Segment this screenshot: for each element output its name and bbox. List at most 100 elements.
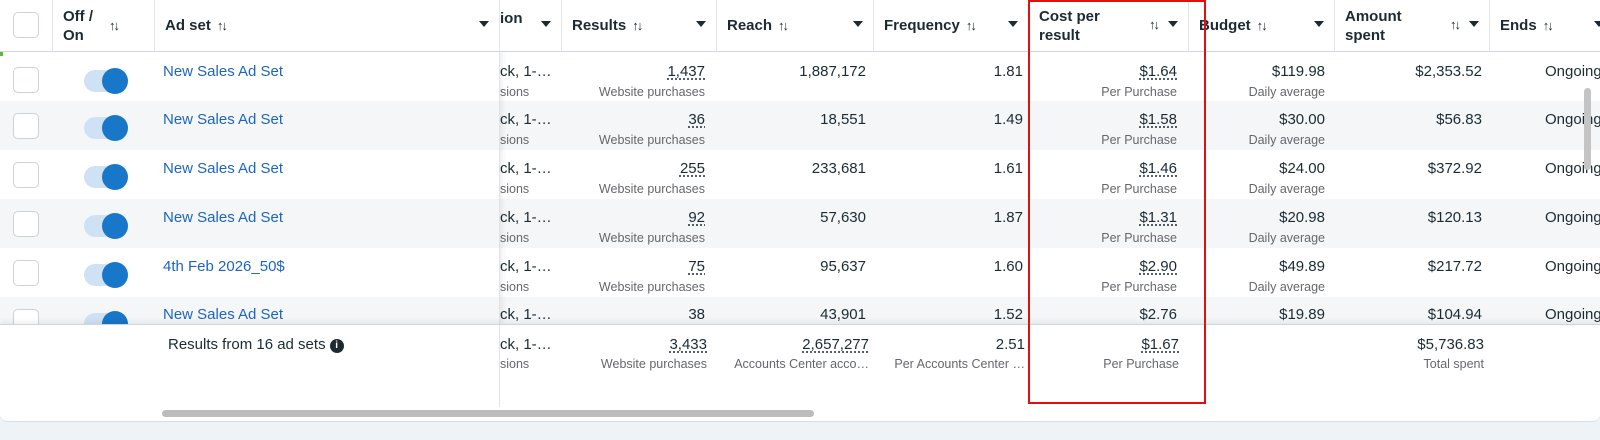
row-checkbox[interactable] (13, 211, 39, 237)
header-frequency[interactable]: Frequency ↑↓ (874, 0, 1029, 52)
header-ends[interactable]: Ends ↑↓ (1490, 0, 1600, 52)
ad-set-name-link[interactable]: New Sales Ad Set (163, 306, 284, 323)
row-toggle[interactable] (84, 164, 128, 190)
reach-value: 233,681 (811, 160, 866, 177)
toggle-knob (102, 164, 128, 190)
header-amount-spent-label: Amount spent (1345, 7, 1402, 44)
results-value[interactable]: 1,437 (667, 63, 705, 80)
table-row[interactable]: 4th Feb 2026_50$ ck, 1-… sions 75 Websit… (0, 248, 1600, 297)
frequency-value: 1.52 (993, 306, 1023, 323)
header-ends-label: Ends (1500, 17, 1537, 34)
sort-icon[interactable]: ↑↓ (109, 18, 120, 33)
chevron-down-icon[interactable] (1168, 21, 1178, 27)
sort-icon[interactable]: ↑↓ (1450, 17, 1461, 32)
row-checkbox[interactable] (13, 260, 39, 286)
sort-icon[interactable]: ↑↓ (778, 18, 789, 33)
table-row[interactable]: New Sales Ad Set ck, 1-… sions 1,437 Web… (0, 52, 1600, 101)
chevron-down-icon[interactable] (479, 21, 489, 27)
chevron-down-icon[interactable] (1008, 21, 1018, 27)
budget-value: $49.89 (1279, 258, 1325, 275)
amount-spent-value: $120.13 (1427, 209, 1482, 226)
header-results-label: Results (572, 17, 627, 34)
header-amount-spent[interactable]: Amount spent ↑↓ (1335, 0, 1490, 52)
amount-spent-value: $56.83 (1436, 111, 1482, 128)
ad-set-name-link[interactable]: New Sales Ad Set (163, 111, 284, 128)
header-cost-per-result-label: Cost per result (1039, 7, 1100, 44)
chevron-down-icon[interactable] (541, 21, 551, 27)
chevron-down-icon[interactable] (1469, 21, 1479, 27)
header-results[interactable]: Results ↑↓ (562, 0, 717, 52)
ad-set-name-link[interactable]: 4th Feb 2026_50$ (163, 258, 285, 275)
ends-value: Ongoing (1545, 306, 1600, 323)
totals-frequency-subtext: Per Accounts Center … (894, 357, 1025, 371)
sort-icon[interactable]: ↑↓ (1542, 18, 1554, 33)
frozen-column-divider (0, 52, 500, 324)
ion-value: ck, 1-… (500, 63, 552, 80)
sort-icon[interactable]: ↑↓ (965, 18, 977, 33)
results-value[interactable]: 92 (688, 209, 705, 226)
header-budget[interactable]: Budget ↑↓ (1189, 0, 1335, 52)
table-row[interactable]: New Sales Ad Set ck, 1-… 38 43,901 1.52 … (0, 297, 1600, 324)
ends-value: Ongoing (1545, 258, 1600, 275)
header-cost-per-result[interactable]: Cost per result ↑↓ (1029, 0, 1189, 52)
cost-per-result-value[interactable]: $1.64 (1139, 63, 1177, 80)
header-reach[interactable]: Reach ↑↓ (717, 0, 874, 52)
frequency-value: 1.87 (993, 209, 1023, 226)
frequency-value: 1.61 (993, 160, 1023, 177)
table-row[interactable]: New Sales Ad Set ck, 1-… sions 36 Websit… (0, 101, 1600, 150)
header-off-on[interactable]: Off / On ↑↓ (53, 0, 155, 52)
row-toggle[interactable] (84, 311, 128, 324)
ad-set-name-link[interactable]: New Sales Ad Set (163, 63, 284, 80)
reach-value: 95,637 (820, 258, 866, 275)
row-toggle[interactable] (84, 262, 128, 288)
totals-reach[interactable]: 2,657,277 (802, 336, 869, 353)
select-all-checkbox[interactable] (13, 12, 39, 38)
chevron-down-icon[interactable] (853, 21, 863, 27)
row-checkbox[interactable] (13, 67, 39, 93)
sort-icon[interactable]: ↑↓ (216, 18, 228, 33)
sort-icon[interactable]: ↑↓ (1149, 17, 1160, 32)
results-value[interactable]: 255 (679, 160, 705, 177)
totals-spent-subtext: Total spent (1423, 357, 1484, 371)
horizontal-scrollbar[interactable] (162, 410, 814, 417)
cost-per-result-value[interactable]: $1.46 (1139, 160, 1177, 177)
row-toggle[interactable] (84, 68, 128, 94)
frequency-value: 1.60 (993, 258, 1023, 275)
totals-cost-per-result[interactable]: $1.67 (1141, 336, 1179, 353)
ends-value: Ongoing (1545, 63, 1600, 80)
row-checkbox[interactable] (13, 113, 39, 139)
info-icon[interactable]: i (329, 339, 344, 353)
results-subtext: Website purchases (598, 231, 705, 245)
cost-per-result-value[interactable]: $1.58 (1139, 111, 1177, 128)
sort-icon[interactable]: ↑↓ (632, 18, 643, 33)
header-budget-label: Budget (1199, 17, 1251, 34)
row-toggle[interactable] (84, 115, 128, 141)
budget-subtext: Daily average (1248, 133, 1325, 147)
cost-per-result-value[interactable]: $2.76 (1139, 306, 1177, 323)
row-checkbox[interactable] (13, 162, 39, 188)
chevron-down-icon[interactable] (696, 21, 706, 27)
cost-per-result-value[interactable]: $1.31 (1139, 209, 1177, 226)
results-value[interactable]: 75 (688, 258, 705, 275)
totals-results[interactable]: 3,433 (669, 336, 707, 353)
chevron-down-icon[interactable] (1314, 21, 1324, 27)
header-ad-set[interactable]: Ad set ↑↓ (155, 0, 500, 52)
totals-frequency: 2.51 (995, 336, 1025, 353)
ad-set-name-link[interactable]: New Sales Ad Set (163, 209, 284, 226)
chevron-down-icon[interactable] (1594, 21, 1600, 27)
results-value[interactable]: 36 (688, 111, 705, 128)
sort-icon[interactable]: ↑↓ (1256, 18, 1268, 33)
table-row[interactable]: New Sales Ad Set ck, 1-… sions 92 Websit… (0, 199, 1600, 248)
totals-results-subtext: Website purchases (600, 357, 707, 371)
table-row[interactable]: New Sales Ad Set ck, 1-… sions 255 Websi… (0, 150, 1600, 199)
row-toggle[interactable] (84, 213, 128, 239)
header-ad-set-label: Ad set (165, 17, 211, 34)
budget-subtext: Daily average (1248, 280, 1325, 294)
vertical-scrollbar[interactable] (1584, 88, 1591, 170)
ad-set-name-link[interactable]: New Sales Ad Set (163, 160, 284, 177)
header-ion[interactable]: ion (500, 0, 562, 52)
cost-per-result-value[interactable]: $2.90 (1139, 258, 1177, 275)
results-value[interactable]: 38 (688, 306, 705, 323)
row-checkbox[interactable] (13, 309, 39, 324)
toggle-knob (102, 213, 128, 239)
